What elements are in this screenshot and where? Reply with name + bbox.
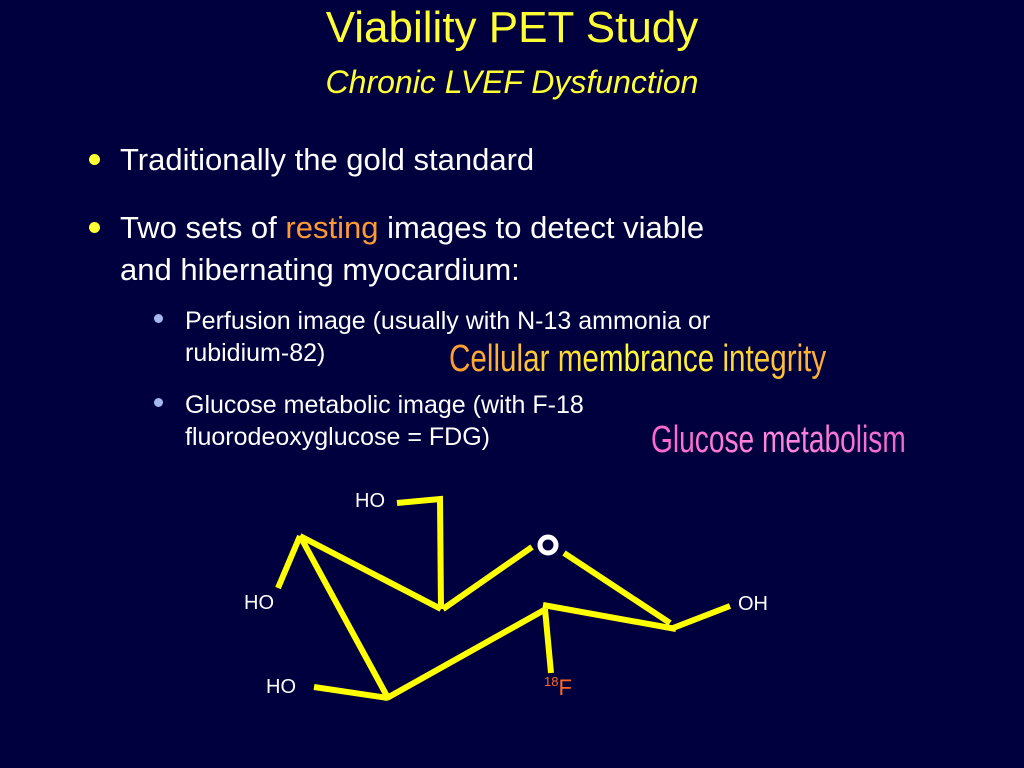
bullet-resting-images: Two sets of resting images to detect via…: [120, 209, 704, 247]
annotation-glucose-metabolism: Glucose metabolism: [651, 419, 906, 461]
bullet-text-after: images to detect viable: [378, 210, 705, 245]
sub-bullet-icon: [154, 398, 163, 407]
bond-c5-o: [441, 544, 534, 612]
label-ho-bottom: HO: [266, 676, 296, 698]
bullet-icon: [89, 154, 100, 165]
bond-c1-oh: [671, 603, 732, 631]
fluorine-symbol: F: [558, 675, 572, 700]
bond-o-c1: [562, 550, 672, 626]
annotation-membrane-integrity: Cellular membrance integrity: [449, 338, 827, 380]
label-ho-top: HO: [355, 490, 385, 512]
bond-c3-c2: [385, 606, 548, 701]
sub-bullet-glucose-line2: fluorodeoxyglucose = FDG): [185, 423, 491, 451]
bond-c4-oh: [275, 534, 303, 590]
label-fluorine-18: 18F: [544, 674, 572, 700]
bond-c2-c1: [542, 602, 677, 632]
ring-oxygen-icon: [537, 534, 559, 556]
bullet-icon: [89, 222, 100, 233]
sub-bullet-perfusion: Perfusion image (usually with N-13 ammon…: [185, 307, 711, 335]
bond-c4-c5: [298, 533, 443, 612]
label-ho-left: HO: [244, 592, 274, 614]
bond-c4-c3: [297, 534, 391, 700]
sub-bullet-icon: [154, 314, 163, 323]
bullet-gold-standard: Traditionally the gold standard: [120, 141, 534, 179]
bullet-text: Traditionally the gold standard: [120, 142, 535, 177]
sub-bullet-glucose: Glucose metabolic image (with F-18: [185, 391, 584, 419]
bullet-resting-images-line2: and hibernating myocardium:: [120, 252, 520, 287]
sub-bullet-perfusion-line2: rubidium-82): [185, 339, 326, 367]
bond-c3-oh: [313, 684, 389, 701]
bond-c6: [396, 495, 444, 610]
label-oh-right: OH: [738, 593, 768, 615]
slide-subtitle: Chronic LVEF Dysfunction: [325, 64, 699, 100]
fluorine-mass-number: 18: [544, 674, 559, 689]
bond-c2-f: [542, 608, 554, 674]
slide-title: Viability PET Study: [325, 3, 699, 52]
highlight-resting: resting: [285, 210, 379, 245]
bullet-text-before: Two sets of: [120, 210, 286, 245]
